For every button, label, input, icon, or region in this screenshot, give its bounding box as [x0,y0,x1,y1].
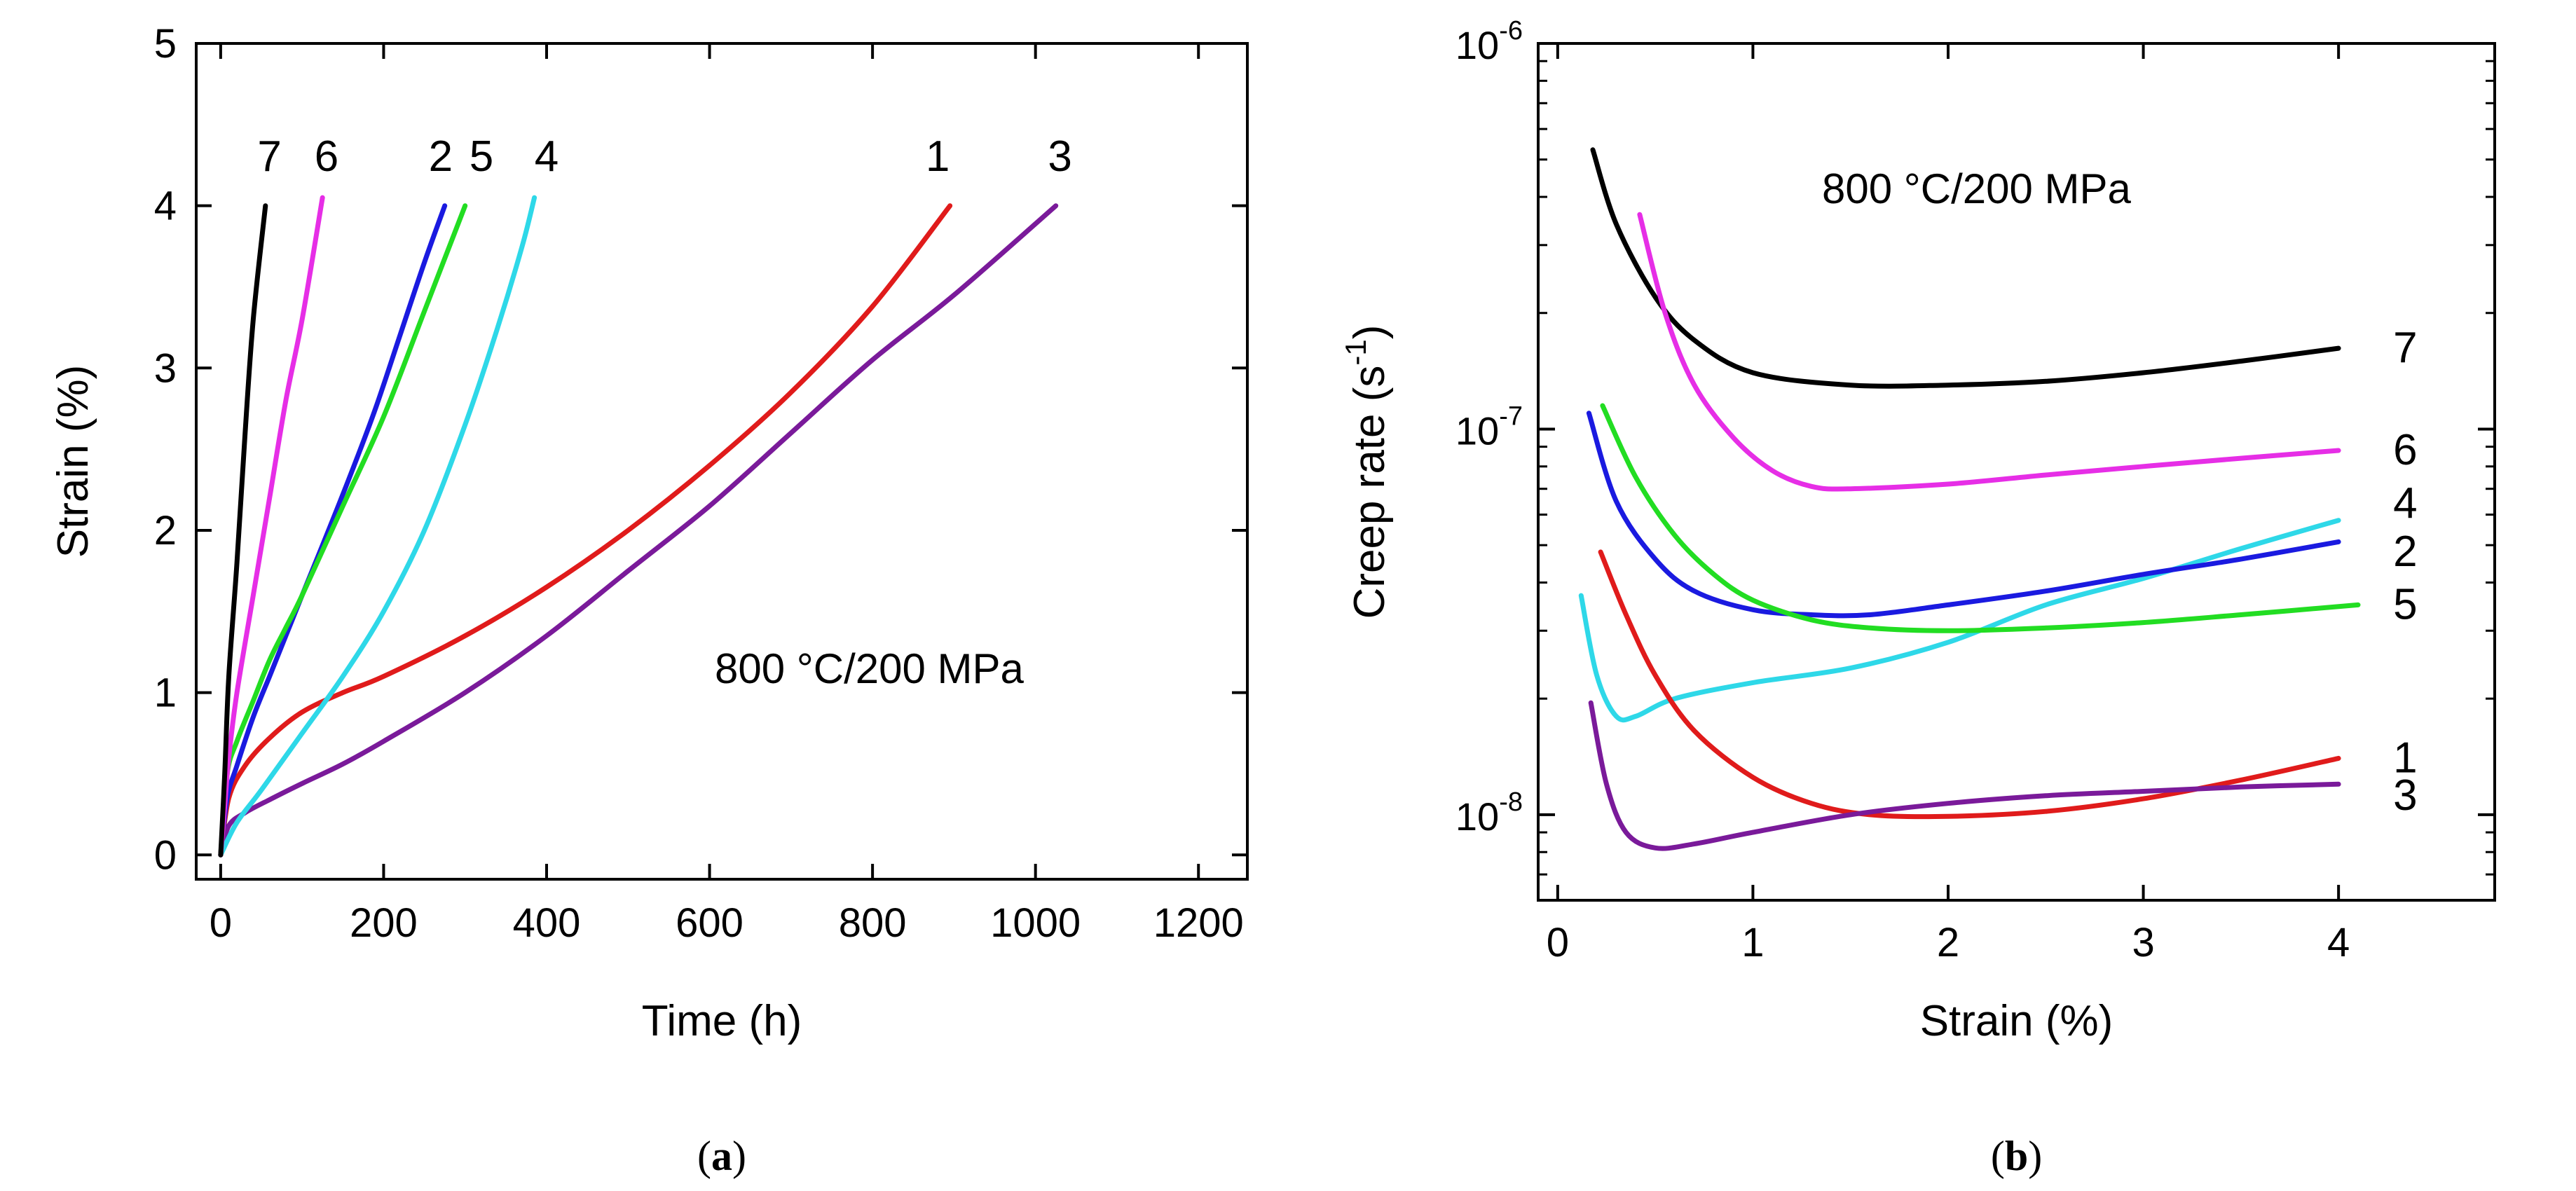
y-tick-label: 10-8 [1455,787,1523,839]
y-tick-label: 5 [154,21,177,67]
series-label-2: 2 [2393,528,2417,576]
series-label-3: 3 [1048,132,1071,181]
series-label-6: 6 [315,132,338,181]
y-tick-label: 0 [154,832,177,878]
panel-label-a: (a) [697,1133,746,1179]
y-tick-label: 10-6 [1455,16,1523,67]
series-line-7 [218,203,268,858]
series-label-4: 4 [2393,479,2417,528]
y-tick-label: 1 [154,670,177,716]
series-line-5 [218,203,468,858]
x-tick-label: 1 [1741,920,1764,965]
series-label-3: 3 [2393,771,2417,820]
y-tick-label: 2 [154,508,177,553]
x-axis-label: Time (h) [642,997,802,1045]
x-tick-label: 1000 [990,900,1081,946]
series-label-4: 4 [535,132,559,181]
x-tick-label: 400 [513,900,581,946]
x-tick-label: 600 [676,900,744,946]
chart-annotation: 800 °C/200 MPa [715,645,1025,692]
x-tick-label: 0 [210,900,232,946]
series-line-4 [218,195,537,858]
y-tick-label: 3 [154,345,177,391]
series-label-1: 1 [2393,734,2417,782]
x-tick-label: 0 [1547,920,1569,965]
y-tick-label: 10-7 [1455,401,1523,453]
series-line-6 [1637,212,2341,492]
y-tick-label: 4 [154,184,177,229]
plot-frame [1537,42,2496,902]
x-tick-label: 1200 [1153,900,1244,946]
x-tick-label: 4 [2327,920,2350,965]
plot-frame [195,42,1249,881]
x-axis-label: Strain (%) [1920,997,2113,1045]
series-label-1: 1 [926,132,950,181]
series-label-5: 5 [2393,580,2417,628]
y-axis-label: Creep rate (s-1) [1339,325,1394,619]
series-line-3 [1588,700,2341,851]
series-line-2 [1586,411,2341,619]
panel-label-b: (b) [1991,1133,2042,1179]
x-tick-label: 800 [839,900,907,946]
x-tick-label: 200 [350,900,418,946]
series-line-1 [218,203,953,858]
series-line-5 [1600,403,2361,633]
x-tick-label: 3 [2132,920,2154,965]
series-label-7: 7 [2393,324,2417,372]
x-tick-label: 2 [1937,920,1959,965]
y-axis-label: Strain (%) [49,365,97,558]
chart-annotation: 800 °C/200 MPa [1822,165,2132,212]
series-line-7 [1590,147,2341,389]
series-label-2: 2 [429,132,453,181]
series-label-6: 6 [2393,426,2417,474]
series-label-7: 7 [257,132,281,181]
chart-panel-b: 0 1 2 3 4 10-8 10-7 10-6 Strain (%) Creep rate (s… [1339,16,2496,1179]
series-label-5: 5 [470,132,493,181]
series-line-3 [218,203,1059,858]
